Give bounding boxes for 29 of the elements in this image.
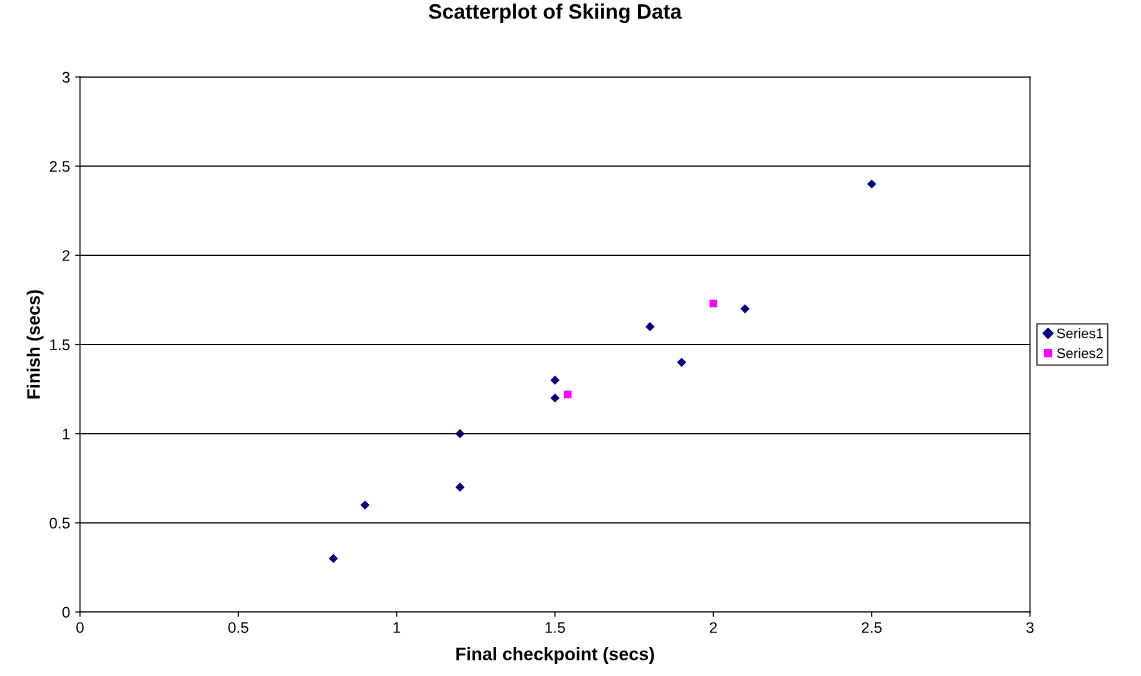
y-tick-label: 3 [62,71,70,83]
y-axis-title: Finish (secs) [26,290,44,399]
point [328,553,338,564]
x-tick-label: 1.5 [545,622,565,633]
point [867,179,877,189]
x-tick-label: 2 [709,622,717,633]
y-tick-label: 0.5 [49,517,70,529]
point [677,357,687,367]
x-tick-label: 0 [76,622,84,633]
y-tick-label: 1.5 [50,339,70,351]
point [455,482,465,492]
legend-label: Series2 [1057,347,1103,359]
legend-label: Series1 [1057,328,1103,339]
point [740,304,750,314]
y-tick-label: 0 [62,606,70,618]
point [550,375,560,385]
x-tick-label: 2.5 [861,622,882,633]
x-tick-label: 3 [1026,622,1034,633]
chart-title: Scatterplot of Skiing Data [428,3,682,24]
x-tick-label: 0.5 [228,622,249,633]
y-tick-label: 1 [62,428,70,440]
point [645,322,655,332]
point [455,429,465,439]
x-axis-title: Final checkpoint (secs) [456,647,654,664]
point [550,393,560,403]
y-tick-label: 2 [62,250,70,261]
point [360,500,370,510]
y-tick-label: 2.5 [49,161,70,172]
x-tick-label: 1 [393,622,401,633]
